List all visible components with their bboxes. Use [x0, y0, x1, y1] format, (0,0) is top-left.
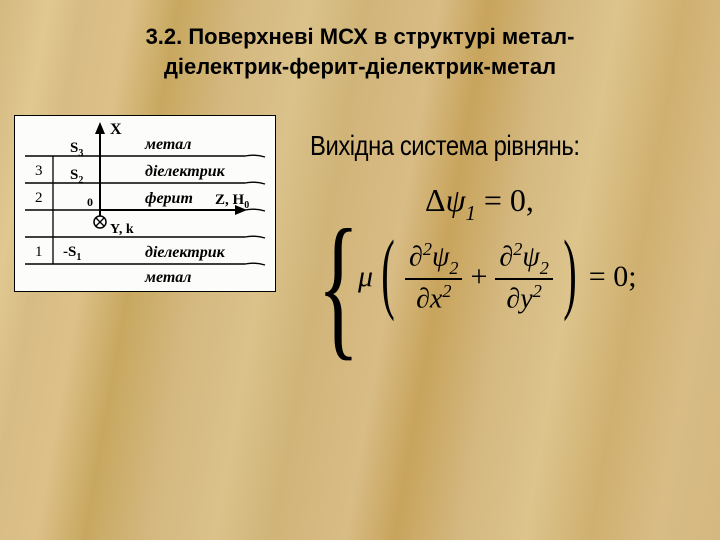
origin-label: 0 [87, 195, 93, 209]
fraction-2: ∂2ψ2 ∂y2 [495, 240, 552, 314]
equations-body: { Δψ1 = 0, μ ( ∂2ψ2 ∂x2 + ∂2ψ2 ∂y2 [310, 180, 690, 380]
layer-index-1: 1 [35, 244, 43, 260]
layer-name-3: діелектрик [145, 244, 226, 261]
layer-diagram: X Z, H0 Y, k 0 3 2 1 S3 S2 -S1 метал діе… [14, 115, 276, 292]
axis-x-label: X [110, 121, 122, 138]
equations-title: Вихідна система рівнянь: [310, 130, 633, 162]
section-title: 3.2. Поверхневі МСХ в структурі метал- д… [0, 0, 720, 81]
axis-z-label: Z, H0 [215, 192, 249, 211]
layer-name-1: діелектрик [145, 163, 226, 180]
title-line-1: 3.2. Поверхневі МСХ в структурі метал- [146, 24, 575, 49]
layer-index-2: 2 [35, 190, 43, 206]
layer-name-4: метал [144, 269, 192, 286]
plus-sign: + [470, 260, 487, 294]
equation-2: μ ( ∂2ψ2 ∂x2 + ∂2ψ2 ∂y2 ) = 0; [358, 240, 637, 314]
title-line-2: діелектрик-ферит-діелектрик-метал [164, 54, 556, 79]
layer-index-3: 3 [35, 163, 43, 179]
fraction-1: ∂2ψ2 ∂x2 [405, 240, 462, 314]
layer-name-0: метал [144, 136, 192, 153]
axis-y-label: Y, k [110, 222, 134, 237]
equals-zero: = 0; [589, 260, 637, 294]
equations-block: Вихідна система рівнянь: { Δψ1 = 0, μ ( … [310, 130, 690, 380]
equation-1: Δψ1 = 0, [425, 182, 534, 224]
s1-label: -S1 [63, 244, 81, 263]
layer-name-2: ферит [145, 190, 193, 207]
mu: μ [358, 260, 373, 294]
left-brace: { [317, 220, 359, 351]
